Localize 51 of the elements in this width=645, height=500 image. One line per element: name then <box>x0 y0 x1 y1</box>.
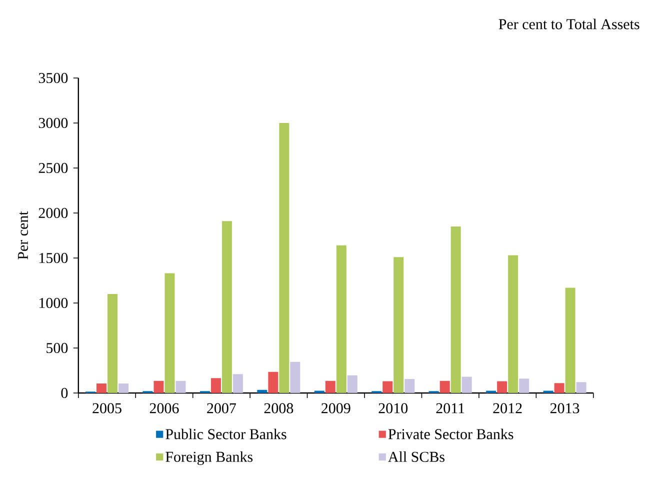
bar <box>154 380 164 393</box>
bar <box>462 376 472 393</box>
bar <box>232 374 243 393</box>
bar <box>108 294 118 393</box>
bar <box>382 381 393 393</box>
bar <box>508 255 518 393</box>
bar <box>347 375 358 393</box>
y-tick-label: 2500 <box>38 162 68 174</box>
y-axis-title: Per cent <box>18 211 28 260</box>
bar <box>394 257 404 393</box>
bar <box>257 390 268 393</box>
legend-label: Private Sector Banks <box>388 428 514 440</box>
y-tick-label: 2000 <box>38 208 68 218</box>
bar <box>519 378 530 393</box>
bar <box>404 379 415 393</box>
bar <box>176 380 186 393</box>
y-tick-label: 0 <box>61 388 68 398</box>
x-tick-label: 2007 <box>207 403 236 414</box>
bar <box>450 226 461 393</box>
bar <box>325 380 336 393</box>
x-tick-label: 2006 <box>150 403 179 414</box>
bar <box>497 381 508 393</box>
legend-label: All SCBs <box>388 451 444 462</box>
x-tick-label: 2013 <box>550 403 580 414</box>
x-tick-label: 2010 <box>378 403 408 414</box>
bar <box>554 383 564 393</box>
y-tick-label: 3500 <box>38 72 68 84</box>
bar <box>576 382 586 393</box>
legend-label: Public Sector Banks <box>166 428 286 440</box>
bar <box>96 384 107 393</box>
bar <box>222 221 232 393</box>
y-tick-label: 500 <box>46 342 68 354</box>
bar <box>279 122 290 393</box>
x-tick-label: 2005 <box>92 403 122 414</box>
legend-label: Foreign Banks <box>166 451 253 465</box>
bar <box>565 288 576 393</box>
bar <box>290 362 300 393</box>
x-tick-label: 2012 <box>493 403 522 414</box>
chart-subtitle: Per cent to Total Assets <box>498 18 640 30</box>
y-tick-label: 1500 <box>40 252 68 264</box>
bar <box>440 380 450 393</box>
y-tick-label: 3000 <box>38 118 68 128</box>
x-tick-label: 2009 <box>322 403 350 414</box>
bar <box>210 378 221 393</box>
x-tick-label: 2011 <box>436 403 464 414</box>
bar <box>164 273 175 393</box>
bar <box>268 372 278 393</box>
bar <box>336 245 346 393</box>
bar <box>118 384 129 393</box>
x-tick-label: 2008 <box>264 403 294 414</box>
y-tick-label: 1000 <box>40 298 68 308</box>
